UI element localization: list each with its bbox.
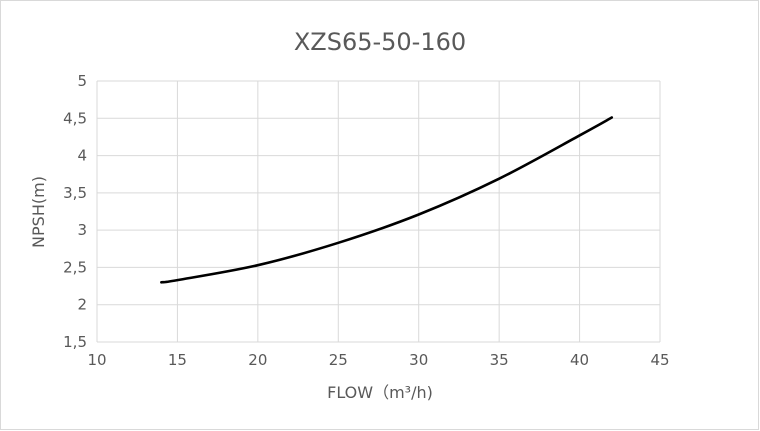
x-tick-label: 45 — [650, 351, 669, 369]
y-tick-label: 4 — [77, 147, 87, 165]
npsh-curve — [160, 116, 614, 284]
x-tick-label: 35 — [490, 351, 509, 369]
y-tick-labels: 1,5 2 2,5 3 3,5 4 4,5 5 — [63, 72, 87, 351]
x-tick-labels: 10 15 20 25 30 35 40 45 — [87, 351, 669, 369]
gridlines — [96, 80, 661, 343]
y-tick-label: 2 — [77, 296, 87, 314]
y-tick-label: 4,5 — [63, 109, 87, 127]
x-tick-label: 40 — [570, 351, 589, 369]
y-tick-label: 1,5 — [63, 333, 87, 351]
x-tick-label: 15 — [168, 351, 187, 369]
x-tick-label: 20 — [248, 351, 267, 369]
y-tick-label: 5 — [77, 72, 87, 90]
y-axis-label: NPSH(m) — [29, 176, 48, 248]
x-tick-label: 10 — [87, 351, 106, 369]
x-tick-label: 30 — [409, 351, 428, 369]
x-axis-label: FLOW（m³/h) — [327, 383, 433, 402]
y-tick-label: 3 — [77, 221, 87, 239]
x-tick-label: 25 — [329, 351, 348, 369]
chart-title: XZS65-50-160 — [294, 28, 466, 56]
y-tick-label: 3,5 — [63, 184, 87, 202]
y-tick-label: 2,5 — [63, 258, 87, 276]
